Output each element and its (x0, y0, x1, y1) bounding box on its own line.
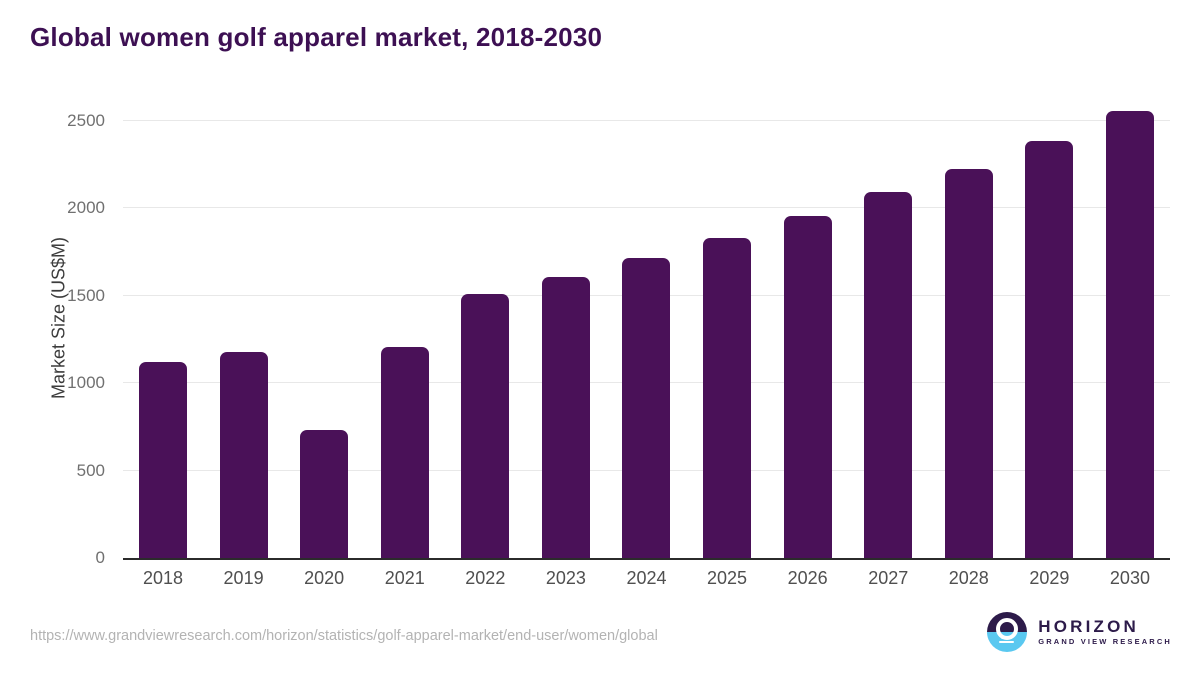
x-tick-label-2023: 2023 (545, 568, 586, 588)
x-tick-label-2028: 2028 (948, 568, 989, 588)
bar-2019 (219, 352, 268, 558)
logo-name: HORIZON (1038, 617, 1140, 637)
plot-area: 2018 2019 2020 2021 2022 2023 2024 2025 2026 2027… (123, 95, 1170, 588)
x-tick-label-2026: 2026 (787, 568, 828, 588)
x-tick-label-2022: 2022 (465, 568, 506, 588)
gridline-2000 (123, 207, 1170, 209)
bar-2022 (461, 293, 510, 558)
y-tick-label-1000: 1000 (67, 373, 105, 393)
horizon-logo-icon (987, 612, 1028, 652)
y-tick-label-500: 500 (76, 460, 105, 480)
logo-subtitle: GRAND VIEW RESEARCH (1038, 637, 1172, 647)
y-tick-label-0: 0 (95, 548, 105, 567)
x-tick-label-2018: 2018 (142, 568, 184, 588)
bar-2026 (783, 215, 832, 558)
bar-2018 (139, 361, 187, 558)
bar-2029 (1025, 140, 1074, 558)
x-tick-label-2019: 2019 (223, 568, 264, 588)
bar-2024 (622, 257, 671, 558)
bar-2023 (541, 276, 590, 558)
y-tick-label-1500: 1500 (67, 285, 105, 305)
y-tick-label-2500: 2500 (67, 111, 105, 130)
x-tick-label-2030: 2030 (1109, 568, 1150, 588)
water-reflection-line (999, 640, 1015, 643)
bar-2020 (300, 429, 349, 558)
bar-2030 (1105, 110, 1154, 558)
x-tick-label-2024: 2024 (626, 568, 667, 588)
x-tick-label-2029: 2029 (1029, 568, 1070, 588)
bar-2028 (944, 168, 993, 558)
x-tick-label-2021: 2021 (384, 568, 425, 588)
x-axis-line (123, 558, 1170, 560)
y-tick-label-2000: 2000 (67, 198, 105, 218)
source-url: https://www.grandviewresearch.com/horizo… (30, 628, 658, 644)
bar-2027 (864, 191, 913, 558)
y-axis-tick-labels: 0 500 1000 1500 2000 2500 (0, 95, 105, 567)
x-tick-label-2020: 2020 (304, 568, 345, 588)
x-tick-label-2025: 2025 (707, 568, 748, 588)
bar-2021 (380, 346, 429, 558)
horizon-logo: HORIZON GRAND VIEW RESEARCH (987, 612, 1172, 652)
gridline-2500 (123, 120, 1170, 121)
bar-2025 (703, 237, 752, 558)
horizon-logo-text: HORIZON GRAND VIEW RESEARCH (1038, 618, 1172, 646)
chart-title: Global women golf apparel market, 2018-2… (30, 22, 603, 52)
x-tick-label-2027: 2027 (868, 568, 909, 588)
water-reflection-line (1001, 636, 1013, 639)
